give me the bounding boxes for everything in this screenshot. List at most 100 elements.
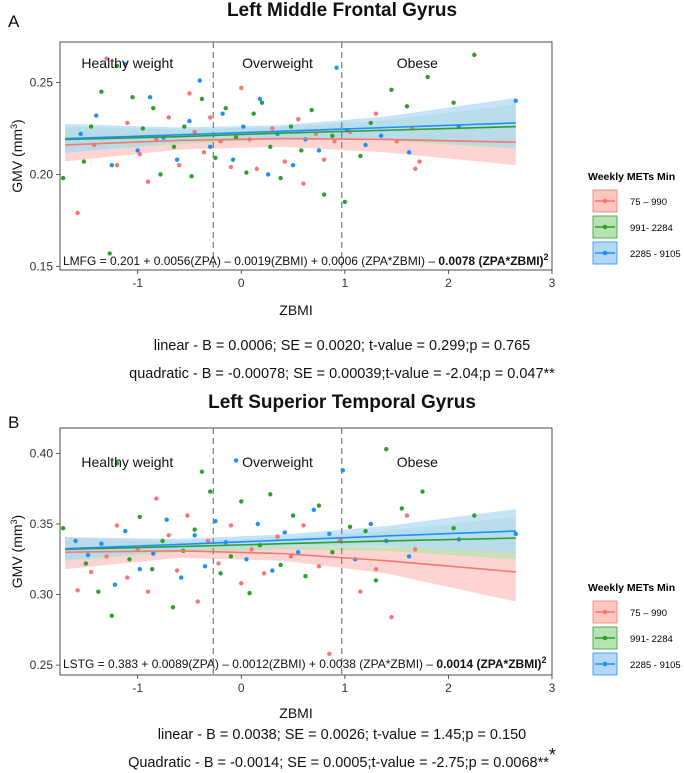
legend: Weekly METs Min 75 – 990 991- 2284 2285 - 9… (588, 171, 681, 265)
equation-main: = 0.383 + 0.0089(ZPA) – 0.0012(ZBMI) + 0… (94, 657, 436, 671)
data-point (417, 159, 422, 164)
y-tick-label: 0.30 (30, 588, 54, 602)
panel-b: B Left Superior Temporal Gyrus Healthy w… (0, 383, 684, 771)
legend-title: Weekly METs Min (588, 582, 675, 594)
y-tick-label: 0.20 (30, 167, 54, 181)
data-point (135, 148, 140, 153)
data-point (290, 513, 296, 518)
data-point (239, 581, 244, 586)
data-point (176, 162, 182, 168)
stats-quadratic: quadratic - B = -0.00078; SE = 0.00039;t… (0, 358, 684, 384)
stats-linear: linear - B = 0.0038; SE = 0.0026; t-valu… (157, 727, 527, 743)
y-title-end: ) (9, 515, 25, 520)
data-point (195, 599, 200, 604)
data-point (151, 551, 156, 556)
data-point (513, 98, 518, 104)
data-point (171, 144, 177, 150)
data-point (114, 162, 120, 168)
equation-sup: 2 (544, 252, 549, 262)
data-point (363, 142, 368, 148)
stats-quadratic-text: Quadratic - B = -0.0014; SE = 0.0005;t-v… (128, 754, 549, 771)
data-point (228, 164, 234, 170)
data-point (257, 96, 263, 102)
data-point (218, 571, 223, 576)
data-point (60, 526, 66, 531)
x-tick-label: 3 (549, 681, 556, 695)
x-tick-label: -1 (132, 681, 143, 695)
fit-line (65, 537, 516, 551)
data-point (282, 159, 287, 164)
zone-label: Obese (397, 55, 438, 71)
legend-label: 2285 - 9105 (630, 249, 681, 260)
data-point (99, 89, 104, 94)
data-point (404, 104, 410, 109)
data-point (255, 521, 261, 527)
data-point (166, 115, 171, 120)
regression-equation: LMFG = 0.201 + 0.0056(ZPA) – 0.0019(ZBMI… (63, 252, 549, 268)
y-title-sup: 3 (9, 124, 19, 129)
y-title-end: ) (9, 119, 25, 124)
y-axis-title: GMV (mm3) (9, 515, 25, 588)
data-point (114, 523, 120, 528)
legend-label: 2285 - 9105 (630, 660, 681, 671)
equation-bold: 0.0014 (ZPA*ZBMI) (436, 657, 541, 671)
data-point (187, 91, 192, 96)
data-point (316, 503, 322, 508)
data-point (316, 148, 322, 153)
data-point (140, 126, 146, 131)
data-point (278, 562, 283, 568)
zone-label: Overweight (242, 55, 313, 71)
data-point (145, 589, 151, 594)
fit-line (65, 122, 516, 140)
data-point (406, 150, 412, 155)
y-tick-label: 0.35 (30, 517, 54, 531)
data-point (399, 506, 405, 511)
data-point (389, 614, 394, 620)
data-point (425, 74, 430, 80)
data-point (197, 78, 203, 83)
data-point (109, 162, 114, 168)
data-point (389, 87, 394, 93)
data-point (330, 550, 335, 555)
data-point (125, 120, 130, 126)
data-point (384, 446, 389, 452)
data-point (158, 172, 163, 177)
x-tick-label: 2 (445, 681, 452, 695)
stats-linear: linear - B = 0.0006; SE = 0.0020; t-valu… (153, 338, 531, 354)
legend-label: 75 – 990 (630, 608, 667, 619)
data-point (275, 534, 280, 539)
data-point (60, 175, 66, 181)
data-point (340, 468, 345, 473)
y-tick-label: 0.25 (30, 75, 54, 89)
data-point (207, 489, 213, 494)
data-point (199, 469, 205, 474)
y-title-main: GMV (mm (9, 524, 25, 588)
x-axis-title: ZBMI (279, 705, 312, 721)
fit-line (65, 137, 516, 146)
data-point (265, 172, 271, 177)
fit-line (65, 530, 516, 550)
x-tick-label: 0 (238, 681, 245, 695)
data-point (244, 557, 249, 562)
data-point (81, 159, 87, 164)
x-axis-title: ZBMI (279, 302, 312, 318)
data-point (216, 561, 221, 566)
data-point (451, 100, 456, 105)
data-point (451, 526, 456, 531)
x-tick-label: -1 (132, 276, 143, 290)
data-point (228, 523, 234, 528)
data-point (123, 61, 128, 67)
legend-label: 991- 2284 (630, 223, 673, 234)
scatter-chart: Healthy weight Overweight Obese LMFG = 0.20… (9, 41, 681, 318)
stats-quadratic: Quadratic - B = -0.0014; SE = 0.0005;t-v… (0, 745, 684, 773)
data-point (316, 564, 322, 569)
legend-label: 991- 2284 (630, 634, 673, 645)
y-tick-label: 0.40 (30, 446, 54, 460)
data-point (96, 589, 101, 594)
legend-point (602, 635, 608, 641)
data-point (330, 133, 335, 138)
zone-label: Obese (397, 454, 438, 470)
data-point (75, 210, 80, 216)
data-point (109, 613, 114, 618)
data-point (127, 557, 132, 562)
